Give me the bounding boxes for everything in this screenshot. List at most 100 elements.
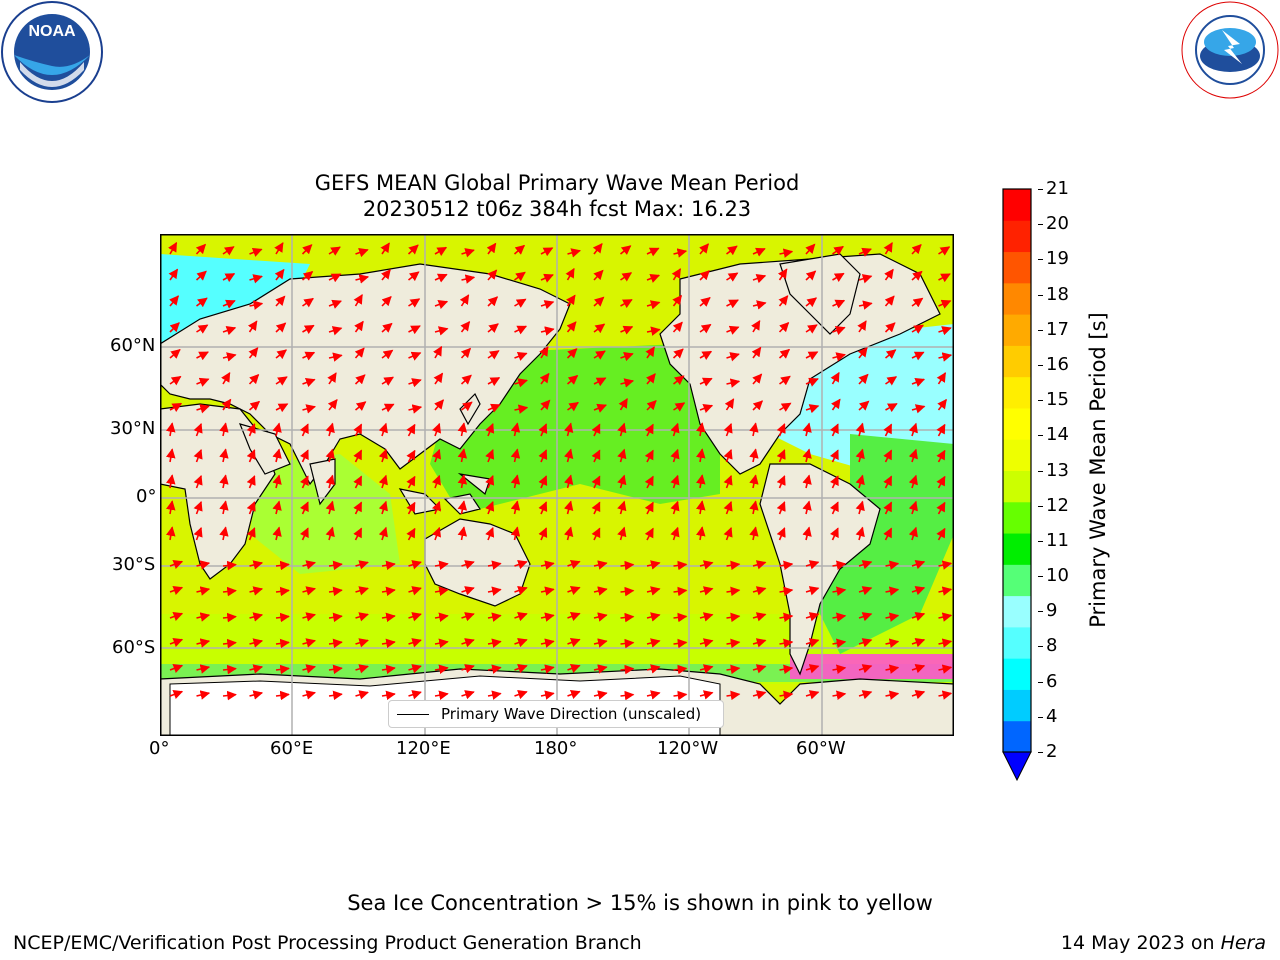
wave-direction-arrow bbox=[540, 690, 555, 700]
wave-direction-arrow bbox=[539, 346, 549, 359]
wave-direction-arrow bbox=[193, 474, 203, 489]
wave-direction-arrow bbox=[328, 273, 342, 283]
wave-direction-arrow bbox=[832, 352, 846, 362]
wave-direction-arrow bbox=[222, 664, 237, 675]
wave-direction-arrow bbox=[776, 423, 786, 437]
wave-direction-arrow bbox=[832, 299, 846, 309]
wave-direction-arrow bbox=[646, 690, 661, 700]
wave-direction-arrow bbox=[832, 690, 847, 700]
wave-direction-arrow bbox=[858, 638, 873, 648]
wave-direction-arrow bbox=[936, 423, 946, 437]
wave-direction-arrow bbox=[779, 638, 794, 649]
wave-direction-arrow bbox=[699, 560, 714, 570]
wave-direction-arrow bbox=[620, 586, 635, 597]
wave-direction-arrow bbox=[911, 612, 926, 622]
wave-direction-arrow bbox=[646, 638, 661, 648]
colorbar-segment bbox=[1003, 658, 1031, 690]
wave-direction-arrow bbox=[885, 402, 898, 413]
wave-direction-arrow bbox=[802, 526, 812, 541]
wave-direction-arrow bbox=[938, 326, 952, 336]
wave-direction-arrow bbox=[408, 351, 422, 361]
wave-direction-arrow bbox=[353, 294, 363, 307]
africa-landmass bbox=[160, 403, 276, 580]
colorbar-segment bbox=[1003, 533, 1031, 565]
wave-direction-arrow bbox=[461, 638, 475, 648]
wave-direction-arrow bbox=[457, 526, 468, 541]
wave-direction-arrow bbox=[381, 376, 394, 386]
wave-direction-arrow bbox=[696, 448, 706, 463]
wave-direction-arrow bbox=[778, 295, 789, 307]
wave-direction-arrow bbox=[461, 586, 475, 596]
colorbar-tick-mark bbox=[1038, 646, 1043, 648]
wave-direction-arrow bbox=[723, 500, 733, 515]
wave-direction-arrow bbox=[327, 398, 338, 411]
colorbar-segment bbox=[1003, 345, 1031, 378]
wave-direction-arrow bbox=[353, 527, 363, 541]
legend-line-sample bbox=[397, 713, 429, 715]
wave-direction-arrow bbox=[802, 500, 812, 515]
wave-direction-arrow bbox=[302, 404, 316, 414]
wave-direction-arrow bbox=[196, 664, 211, 674]
wave-direction-arrow bbox=[646, 373, 656, 385]
wave-direction-arrow bbox=[406, 527, 416, 541]
wave-direction-arrow bbox=[355, 690, 369, 700]
wave-direction-arrow bbox=[408, 404, 423, 414]
wave-direction-arrow bbox=[169, 349, 181, 359]
wave-direction-arrow bbox=[779, 402, 792, 412]
wave-direction-arrow bbox=[219, 422, 229, 437]
wave-direction-arrow bbox=[936, 449, 946, 463]
wave-direction-arrow bbox=[726, 664, 741, 675]
wave-direction-arrow bbox=[196, 324, 209, 334]
wave-direction-arrow bbox=[832, 664, 847, 674]
wave-direction-arrow bbox=[221, 398, 232, 411]
wave-direction-arrow bbox=[219, 448, 229, 463]
wave-direction-arrow bbox=[563, 474, 574, 489]
wave-direction-arrow bbox=[617, 474, 627, 489]
wave-direction-arrow bbox=[302, 638, 316, 648]
wave-direction-arrow bbox=[749, 526, 759, 541]
wave-direction-arrow bbox=[885, 690, 900, 700]
wave-direction-arrow bbox=[908, 526, 918, 541]
wave-direction-arrow bbox=[275, 664, 290, 675]
legend-label: Primary Wave Direction (unscaled) bbox=[441, 705, 702, 723]
wave-direction-arrow bbox=[408, 298, 421, 308]
wave-direction-arrows bbox=[166, 241, 953, 701]
wave-direction-arrow bbox=[434, 612, 449, 622]
wave-direction-arrow bbox=[461, 690, 475, 700]
colorbar-tick-mark bbox=[1038, 752, 1043, 753]
colorbar-tick-mark bbox=[1038, 505, 1043, 507]
wave-direction-arrow bbox=[938, 586, 953, 596]
wave-direction-arrow bbox=[408, 378, 422, 388]
wave-direction-arrow bbox=[514, 612, 528, 622]
wave-direction-arrow bbox=[620, 638, 635, 649]
wave-direction-arrow bbox=[246, 423, 256, 437]
wave-direction-arrow bbox=[644, 475, 654, 489]
wave-direction-arrow bbox=[514, 298, 527, 308]
wave-direction-arrow bbox=[354, 374, 366, 385]
colorbar-ticks: 2 4 6 8 9 10 11 12 13 14 15 16 17 18 19 20 21 bbox=[1038, 178, 1088, 786]
wave-direction-arrow bbox=[749, 422, 759, 437]
wave-direction-arrow bbox=[673, 664, 688, 675]
wave-direction-arrow bbox=[673, 638, 688, 649]
wave-direction-arrow bbox=[408, 638, 422, 648]
wave-direction-arrow bbox=[726, 352, 740, 362]
wave-direction-arrow bbox=[670, 526, 680, 541]
wave-direction-arrow bbox=[885, 586, 900, 596]
wave-direction-arrow bbox=[166, 500, 176, 515]
wave-direction-arrow bbox=[776, 501, 786, 515]
wave-direction-arrow bbox=[299, 449, 309, 463]
wave-direction-arrow bbox=[911, 297, 924, 308]
wave-direction-arrow bbox=[275, 586, 290, 597]
wave-direction-arrow bbox=[221, 372, 231, 385]
wave-direction-arrow bbox=[726, 560, 741, 571]
wave-direction-arrow bbox=[353, 475, 363, 489]
wave-direction-arrow bbox=[593, 377, 607, 387]
wave-direction-arrow bbox=[908, 422, 918, 437]
wave-direction-arrow bbox=[620, 378, 635, 388]
wave-direction-arrow bbox=[302, 324, 315, 334]
wave-direction-arrow bbox=[408, 560, 422, 570]
wave-direction-arrow bbox=[434, 246, 448, 256]
wave-direction-arrow bbox=[936, 527, 946, 541]
wave-direction-arrow bbox=[222, 352, 237, 362]
wave-direction-arrow bbox=[408, 586, 422, 596]
